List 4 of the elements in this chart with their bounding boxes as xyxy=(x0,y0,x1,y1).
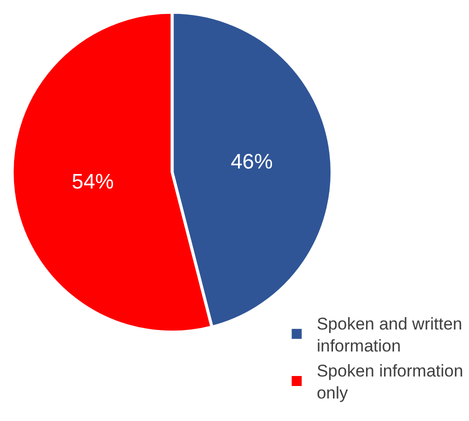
data-label: 46% xyxy=(230,150,273,174)
legend-label: Spoken information only xyxy=(316,362,464,403)
data-label: 54% xyxy=(72,170,114,194)
legend-label: Spoken and written information xyxy=(316,314,462,356)
